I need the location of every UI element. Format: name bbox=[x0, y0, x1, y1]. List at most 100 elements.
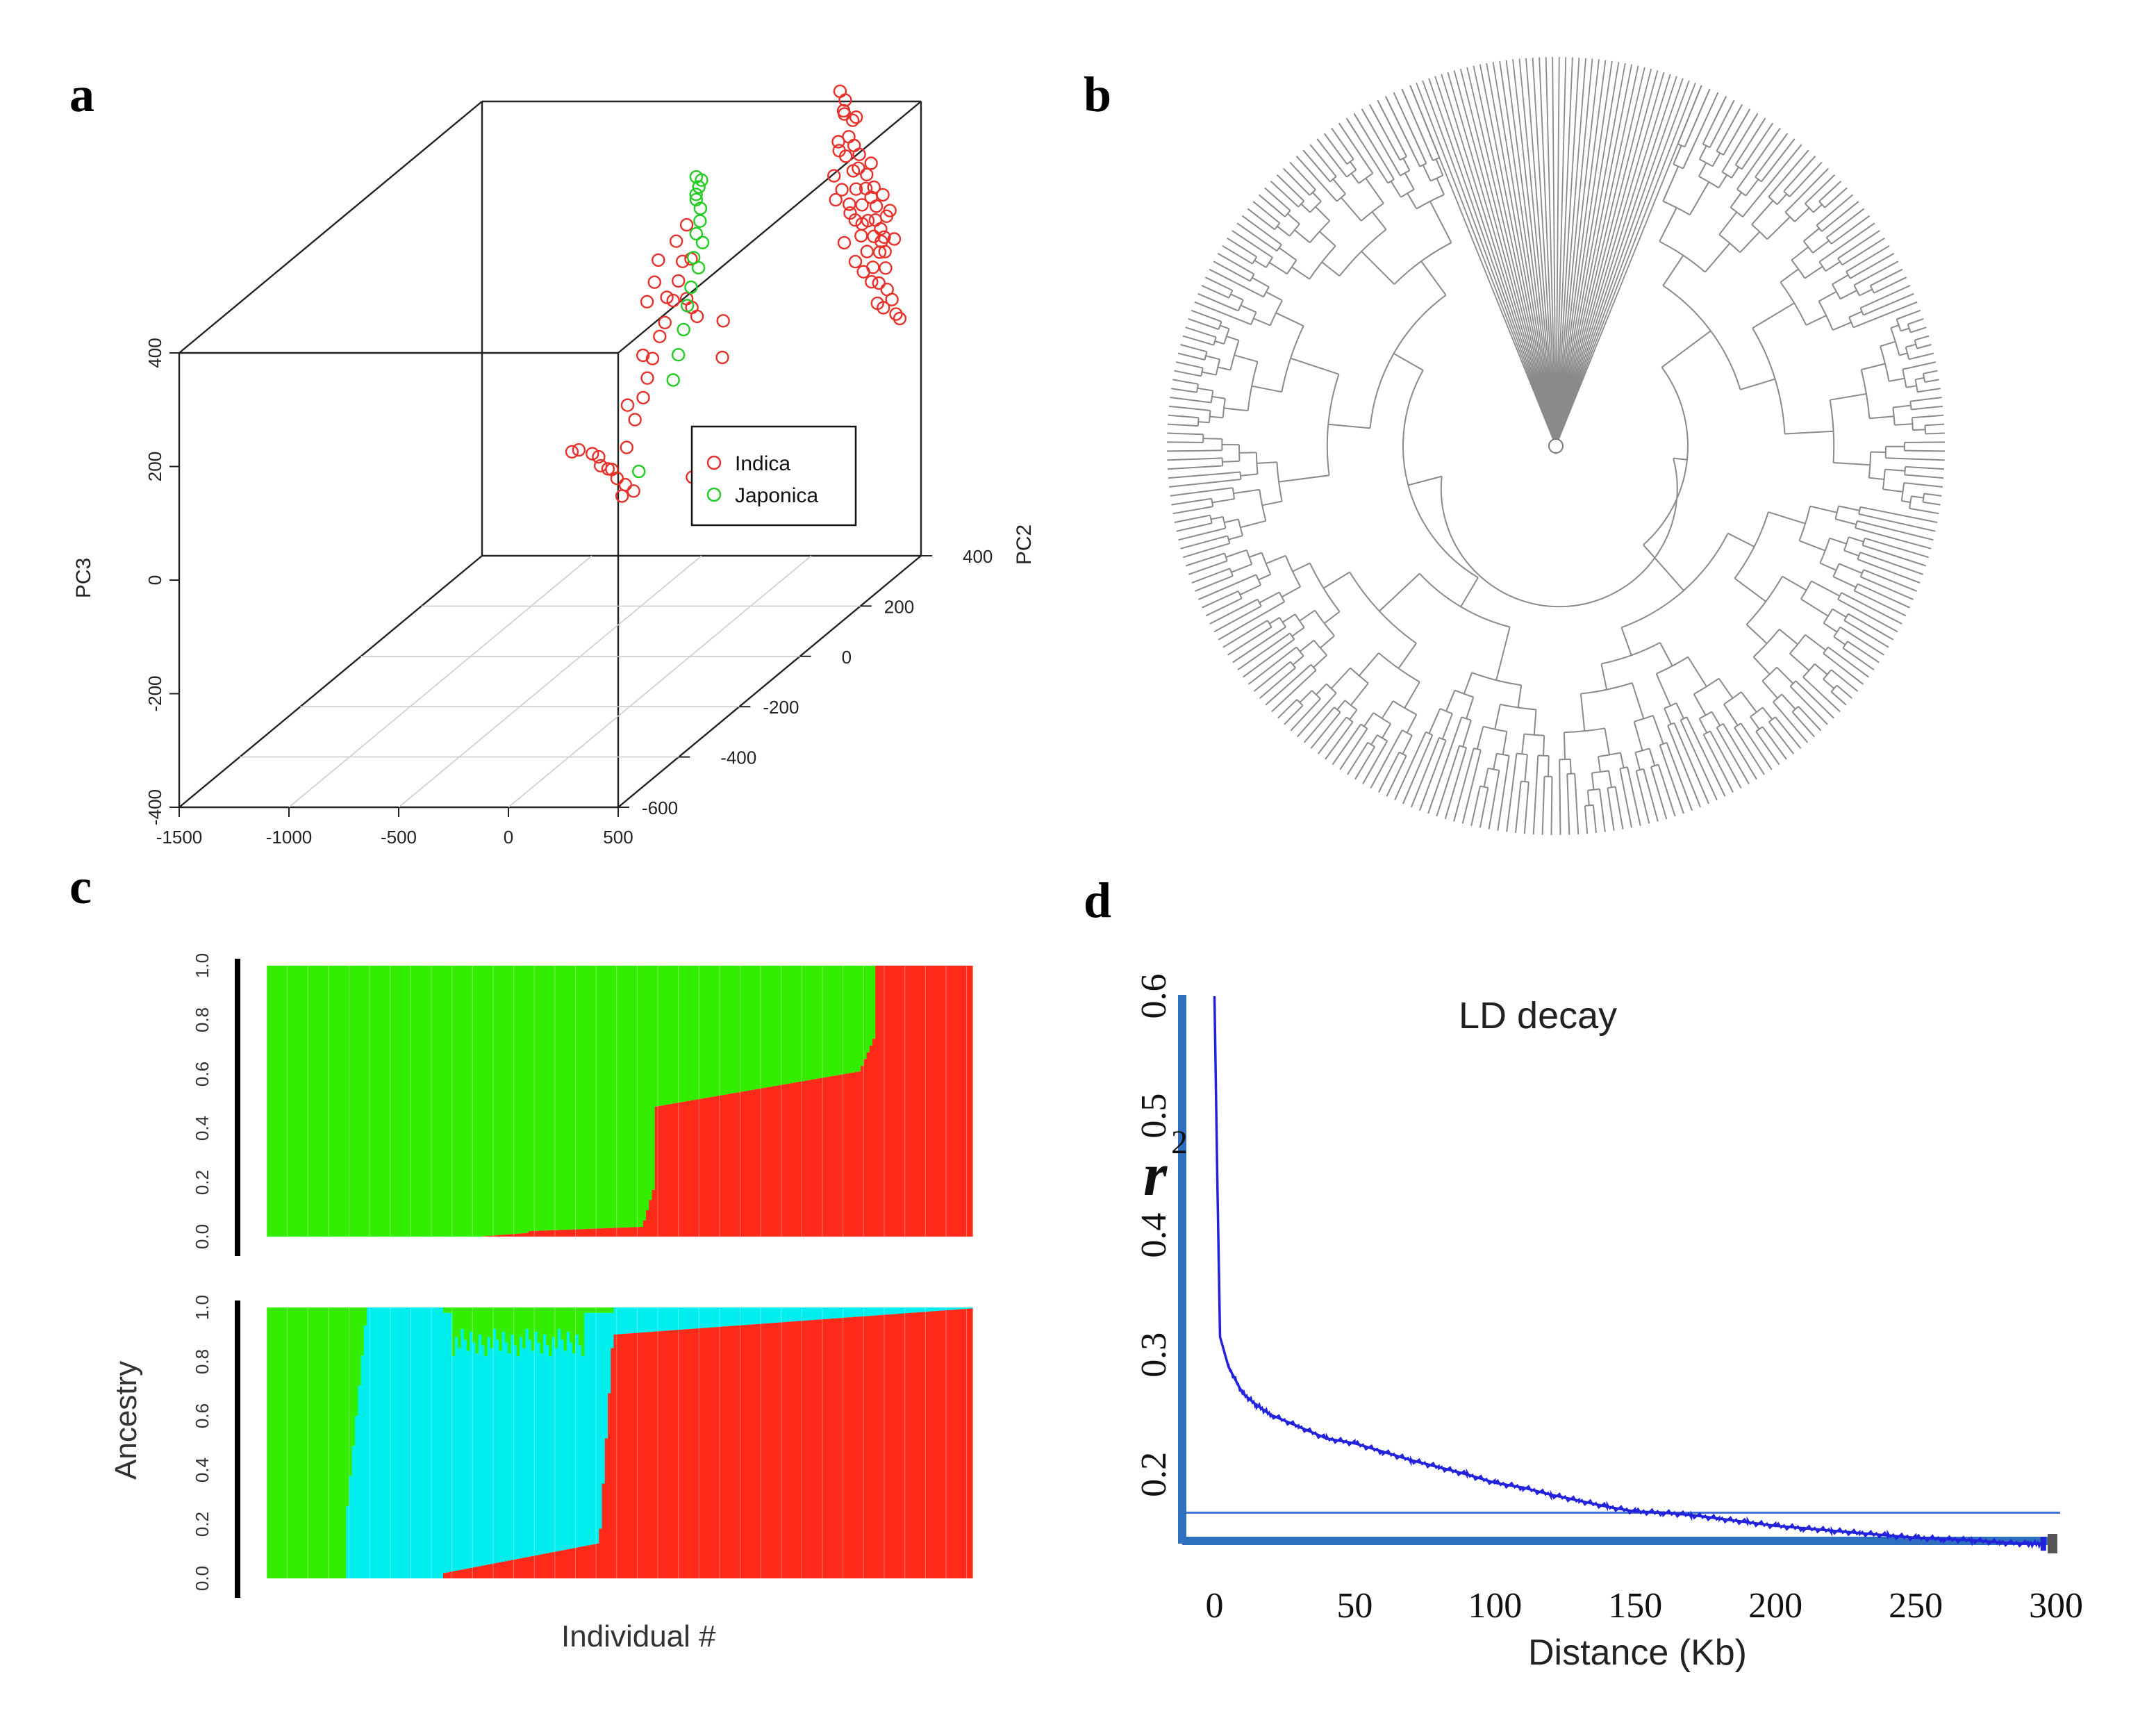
k3-bar-c3-159 bbox=[734, 1326, 738, 1578]
pc3-tick-label-4: 400 bbox=[144, 338, 165, 368]
indica-point-89 bbox=[887, 232, 902, 246]
k3-bar-c3-87 bbox=[522, 1558, 526, 1578]
indica-point-80 bbox=[848, 254, 863, 269]
indica-point-91 bbox=[870, 296, 885, 311]
k3-bar-c2-163 bbox=[746, 1307, 749, 1325]
k3-bar-c2-78 bbox=[496, 1339, 500, 1563]
dendrogram-spike-branches bbox=[1409, 56, 1702, 447]
k2-bar-c1-8 bbox=[290, 966, 294, 1237]
ld-decay-curve-detail bbox=[1227, 1364, 2043, 1549]
depth-edge-tl bbox=[179, 101, 483, 354]
k2-ytick-1: 0.2 bbox=[192, 1170, 213, 1195]
k2-bar-c1-96 bbox=[549, 966, 553, 1231]
k2-bar-c1-200 bbox=[854, 966, 859, 1073]
k2-bar-c1-107 bbox=[581, 966, 585, 1230]
k3-bar-c2-162 bbox=[743, 1307, 747, 1326]
k3-bar-c2-212 bbox=[890, 1307, 894, 1314]
k2-bar-c1-68 bbox=[466, 966, 470, 1237]
dendrogram-radial-branches bbox=[1166, 85, 1946, 836]
k2-bar-c1-121 bbox=[622, 966, 627, 1228]
k3-bar-c3-173 bbox=[775, 1322, 779, 1578]
indica-point-56 bbox=[855, 198, 869, 212]
k2-bar-c1-62 bbox=[449, 966, 453, 1237]
indica-point-69 bbox=[849, 110, 863, 124]
k3-bar-c2-158 bbox=[731, 1307, 735, 1326]
k2-bar-c1-61 bbox=[446, 966, 450, 1237]
k2-bar-c2-77 bbox=[492, 1235, 497, 1237]
k3-bar-c2-234 bbox=[954, 1307, 959, 1310]
k3-bar-c3-231 bbox=[945, 1310, 950, 1578]
k3-bar-c2-119 bbox=[616, 1307, 620, 1335]
k3-bar-c3-140 bbox=[678, 1330, 682, 1578]
k2-bar-c2-204 bbox=[866, 1052, 870, 1237]
indica-point-14 bbox=[653, 329, 667, 343]
k3-bar-c2-30 bbox=[355, 1416, 358, 1578]
k3-bar-c2-203 bbox=[863, 1307, 868, 1316]
k2-bar-c1-123 bbox=[628, 966, 632, 1228]
indica-point-19 bbox=[676, 254, 690, 268]
ld-decay-plot: d 0.2 0.3 0.4 0.5 0.6 0 50 100 150 200 250 300 LD d… bbox=[1084, 875, 2083, 1673]
k2-bar-c1-192 bbox=[831, 966, 835, 1076]
k3-bar-c2-199 bbox=[852, 1307, 856, 1317]
indica-point-59 bbox=[872, 245, 887, 259]
k3-bar-c3-120 bbox=[620, 1334, 623, 1578]
k3-bar-c2-141 bbox=[681, 1307, 685, 1330]
k3-bar-c2-41 bbox=[387, 1307, 391, 1578]
k3-bar-c2-157 bbox=[728, 1307, 732, 1326]
k3-bar-c2-146 bbox=[696, 1307, 699, 1329]
k2-bar-c1-136 bbox=[666, 966, 670, 1105]
panel-label-b: b bbox=[1084, 67, 1111, 122]
k2-bar-c1-64 bbox=[454, 966, 458, 1237]
k2-bar-c1-84 bbox=[513, 966, 517, 1235]
k2-bar-c1-105 bbox=[575, 966, 579, 1230]
k3-bar-c3-93 bbox=[540, 1554, 544, 1578]
k3-bar-c2-39 bbox=[381, 1307, 385, 1578]
k2-bar-c2-234 bbox=[954, 966, 959, 1237]
k2-bar-c1-195 bbox=[840, 966, 844, 1075]
k3-bar-c1-73 bbox=[481, 1307, 485, 1346]
k3-bar-c3-177 bbox=[787, 1321, 791, 1578]
k3-bar-c2-189 bbox=[822, 1307, 826, 1319]
k2-ytick-5: 1.0 bbox=[192, 953, 213, 978]
k3-ytick-2: 0.4 bbox=[192, 1458, 213, 1483]
k3-bar-c2-172 bbox=[772, 1307, 776, 1323]
k3-bar-c3-187 bbox=[816, 1319, 820, 1578]
k3-bar-c2-186 bbox=[813, 1307, 818, 1320]
k3-bar-c3-63 bbox=[451, 1571, 456, 1578]
k3-bar-c3-152 bbox=[713, 1327, 718, 1578]
k2-bar-c2-105 bbox=[575, 1229, 579, 1237]
k2-bar-c1-180 bbox=[796, 966, 799, 1082]
k3-bar-c3-160 bbox=[737, 1325, 741, 1578]
k2-bar-c2-110 bbox=[590, 1228, 594, 1237]
k3-bar-c3-112 bbox=[596, 1543, 599, 1578]
ld-xtick-1: 50 bbox=[1336, 1586, 1373, 1626]
k3-bar-c1-29 bbox=[351, 1307, 356, 1446]
k3-bar-c3-164 bbox=[749, 1324, 753, 1578]
k2-bar-c1-139 bbox=[675, 966, 679, 1103]
k3-bar-c2-145 bbox=[693, 1307, 697, 1329]
k3-bar-c2-35 bbox=[370, 1307, 373, 1578]
k2-bar-c2-135 bbox=[663, 1105, 667, 1237]
k2-bar-c1-130 bbox=[649, 966, 653, 1200]
k2-bar-c1-191 bbox=[828, 966, 832, 1077]
k3-bar-c1-64 bbox=[454, 1307, 458, 1337]
k2-bar-c1-35 bbox=[370, 966, 373, 1237]
k2-bar-c2-230 bbox=[943, 966, 947, 1237]
k3-bar-c3-190 bbox=[825, 1319, 829, 1578]
k3-bar-c2-58 bbox=[437, 1307, 441, 1578]
k2-bar-c1-120 bbox=[620, 966, 623, 1228]
japonica-point-8 bbox=[691, 261, 706, 275]
k3-bar-c2-167 bbox=[757, 1307, 761, 1324]
k2-bar-c2-124 bbox=[631, 1227, 635, 1237]
k3-bar-c3-209 bbox=[881, 1314, 885, 1578]
k2-bar-c2-159 bbox=[734, 1093, 738, 1237]
k3-bar-c1-97 bbox=[552, 1307, 556, 1337]
k2-bar-c1-117 bbox=[611, 966, 615, 1228]
k3-bar-c3-96 bbox=[549, 1552, 553, 1578]
k2-bar-c2-88 bbox=[525, 1232, 529, 1237]
k2-bar-c2-172 bbox=[772, 1086, 776, 1237]
k2-bar-c2-101 bbox=[563, 1230, 567, 1237]
k3-bar-c2-214 bbox=[895, 1307, 899, 1314]
k2-bar-c1-198 bbox=[849, 966, 853, 1073]
pc1-tick-label-2: -500 bbox=[381, 827, 417, 848]
